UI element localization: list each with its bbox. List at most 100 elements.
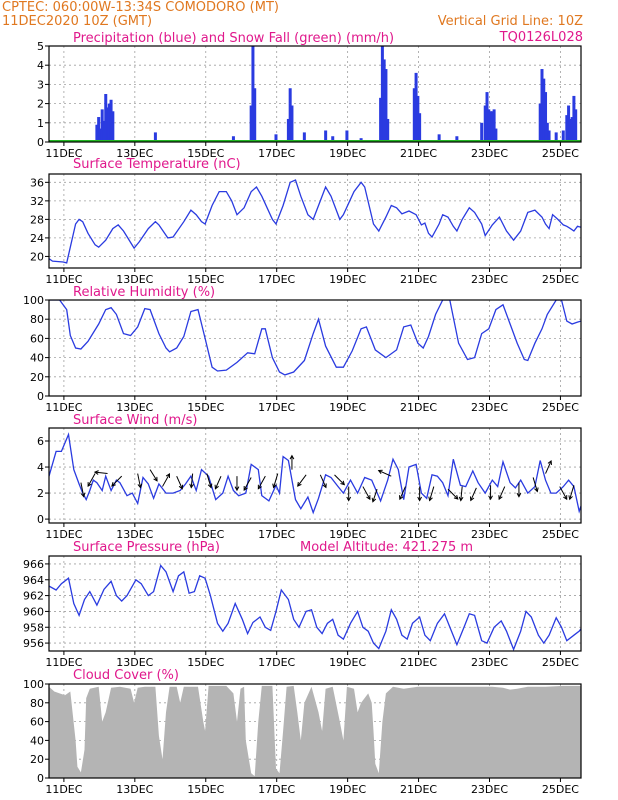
y-tick-label: 964 <box>23 574 44 587</box>
x-tick-label: 11DEC <box>45 147 82 160</box>
precip-bar <box>544 92 548 142</box>
precip-bar <box>253 88 257 142</box>
y-tick-label: 962 <box>23 590 44 603</box>
panel-title: Relative Humidity (%) <box>73 285 215 300</box>
precip-bar <box>379 97 383 142</box>
y-tick-label: 2 <box>37 98 44 111</box>
precip-bar <box>382 59 386 142</box>
y-tick-label: 6 <box>37 435 44 448</box>
y-tick-label: 24 <box>30 232 44 245</box>
x-tick-label: 11DEC <box>45 656 82 669</box>
wind-arrow-head <box>257 484 262 490</box>
x-tick-label: 23DEC <box>471 656 508 669</box>
precip-bar <box>437 134 441 142</box>
x-tick-label: 17DEC <box>258 528 295 541</box>
wind-arrow-head <box>516 492 522 498</box>
panel-frame <box>48 299 582 397</box>
precip-bar <box>570 117 574 142</box>
x-tick-label: 15DEC <box>187 147 224 160</box>
precip-bar <box>547 130 551 142</box>
wind-arrow-head <box>580 496 581 497</box>
x-tick-label: 13DEC <box>116 147 153 160</box>
wind-arrow <box>206 473 212 488</box>
y-tick-label: 956 <box>23 637 44 650</box>
precip-bar <box>106 107 110 142</box>
precip-bar <box>561 130 565 142</box>
wind-arrow <box>257 475 266 489</box>
precip-bar <box>565 115 569 142</box>
precip-bar <box>98 128 102 142</box>
wind-arrow-head <box>563 495 568 501</box>
panel-2: 0 20 40 60 80 100 11DEC 13DEC 15DEC 17DEC 19DEC 21D… <box>23 285 582 414</box>
wind-arrow-head <box>153 476 158 482</box>
x-tick-label: 17DEC <box>258 656 295 669</box>
wind-arrow-head <box>469 496 475 502</box>
precip-bar <box>480 122 484 142</box>
wind-arrow-head <box>137 483 143 489</box>
precip-bar <box>540 69 544 142</box>
x-tick-label: 21DEC <box>400 401 437 414</box>
x-tick-label: 19DEC <box>329 656 366 669</box>
panel-4: 956 958 960 962 964 966 11DEC 13DEC 15DEC 17DEC 19… <box>23 540 582 669</box>
panel-title: Surface Pressure (hPa) <box>73 540 220 555</box>
wind-arrow <box>362 486 371 500</box>
panel-frame <box>48 173 582 269</box>
wind-arrow <box>447 488 459 500</box>
wind-arrow <box>243 477 252 491</box>
y-tick-label: 20 <box>30 250 44 263</box>
precip-bar <box>97 117 101 142</box>
wind-arrow-head <box>189 483 194 489</box>
y-tick-label: 960 <box>23 605 44 618</box>
precip-bar <box>574 109 578 142</box>
y-tick-label: 100 <box>23 678 44 691</box>
precip-bar <box>542 78 546 142</box>
wind-arrow <box>80 482 85 497</box>
wind-arrow-head <box>289 454 295 460</box>
x-tick-label: 15DEC <box>187 656 224 669</box>
x-tick-label: 17DEC <box>258 401 295 414</box>
panel-title: Cloud Cover (%) <box>73 668 179 683</box>
panel-title: Surface Temperature (nC) <box>73 157 241 172</box>
wind-arrow-head <box>568 495 573 501</box>
x-tick-label: 13DEC <box>116 528 153 541</box>
y-tick-label: 5 <box>37 40 44 53</box>
x-tick-label: 17DEC <box>258 783 295 796</box>
x-tick-label: 25DEC <box>542 528 579 541</box>
panel-data <box>49 685 581 778</box>
pressure-line <box>49 564 581 651</box>
panel-title: Precipitation (blue) and Snow Fall (gree… <box>73 31 394 46</box>
precip-bar <box>274 134 278 142</box>
y-tick-label: 80 <box>30 313 44 326</box>
y-tick-label: 80 <box>30 697 44 710</box>
precip-bar <box>249 105 253 142</box>
header-grid-note: Vertical Grid Line: 10Z <box>438 14 583 29</box>
wind-arrow <box>429 486 435 501</box>
y-tick-label: 20 <box>30 371 44 384</box>
x-tick-label: 21DEC <box>400 273 437 286</box>
y-tick-label: 2 <box>37 487 44 500</box>
wind-arrow <box>319 474 327 488</box>
y-tick-label: 4 <box>37 59 44 72</box>
wind-speed-line <box>49 432 581 515</box>
wind-arrow <box>87 473 96 487</box>
precip-bar <box>414 72 418 142</box>
wind-arrow-head <box>322 483 327 489</box>
precip-bar <box>104 94 108 142</box>
header-code: TQ0126L028 <box>499 30 583 45</box>
wind-arrow <box>334 474 345 486</box>
x-tick-label: 19DEC <box>329 528 366 541</box>
wind-arrow-head <box>93 470 99 475</box>
y-tick-label: 36 <box>30 176 44 189</box>
x-tick-label: 19DEC <box>329 273 366 286</box>
wind-arrow <box>190 473 194 488</box>
wind-arrow-head <box>453 494 459 500</box>
precip-bar <box>109 99 113 142</box>
x-tick-label: 19DEC <box>329 783 366 796</box>
x-tick-label: 21DEC <box>400 528 437 541</box>
x-tick-label: 13DEC <box>116 273 153 286</box>
y-tick-label: 20 <box>30 753 44 766</box>
y-tick-label: 0 <box>37 513 44 526</box>
panel-data <box>49 564 581 651</box>
wind-arrow-head <box>371 497 377 503</box>
